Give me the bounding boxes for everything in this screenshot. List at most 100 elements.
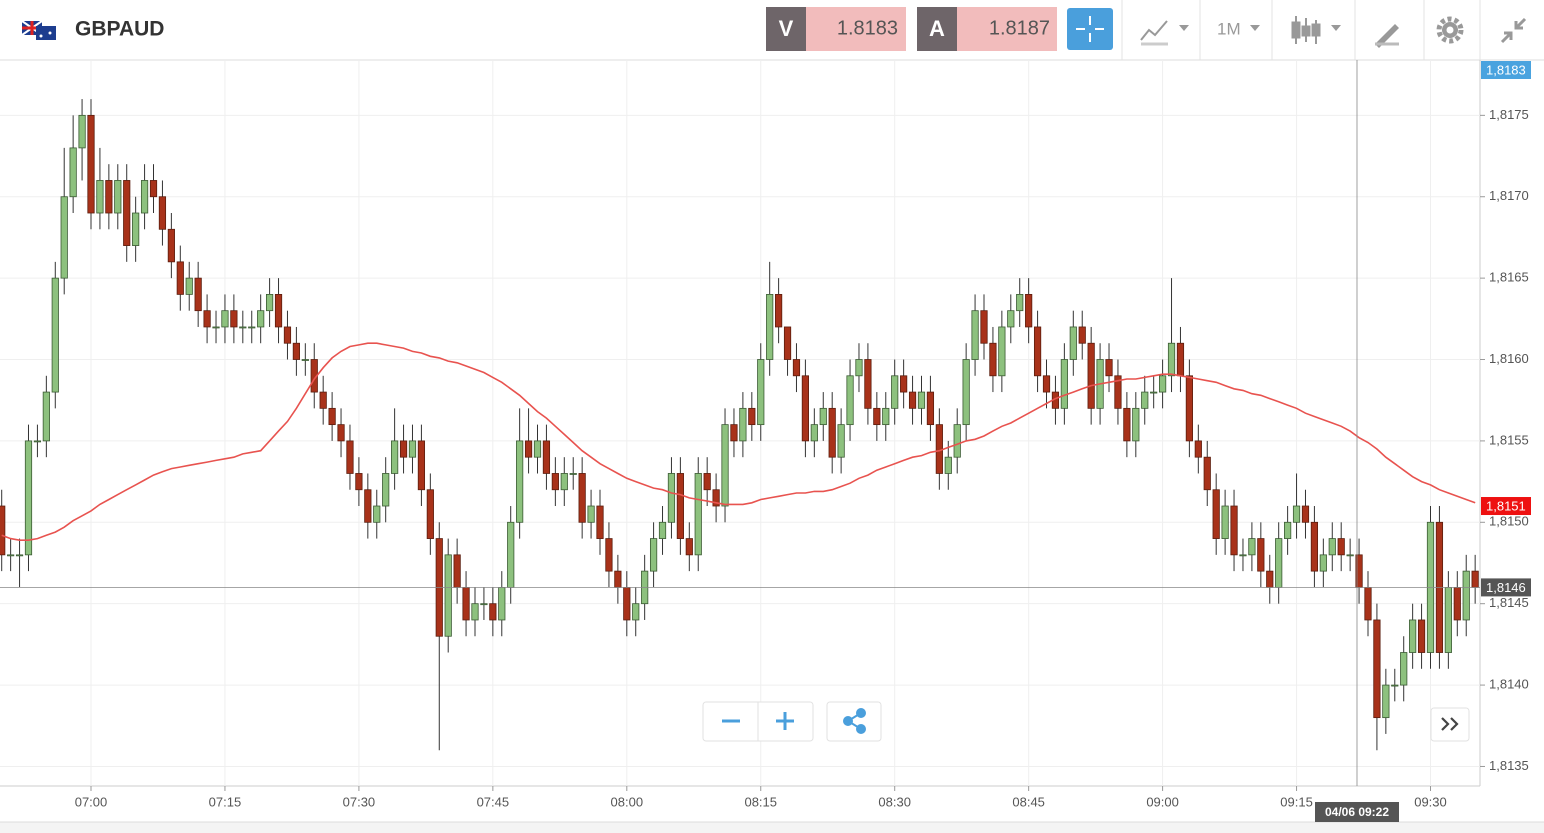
candle-body: [1364, 587, 1372, 621]
candle-body: [426, 489, 434, 539]
x-tick-label: 07:30: [343, 794, 376, 809]
candle-body: [15, 554, 24, 557]
candle-body: [1087, 342, 1095, 409]
candle-body: [96, 180, 104, 214]
candle-body: [667, 473, 676, 523]
candle-body: [78, 114, 86, 149]
candle-body: [105, 180, 113, 214]
candle-body: [203, 310, 211, 328]
scroll-end-button[interactable]: [1430, 707, 1470, 742]
candle-body: [980, 310, 988, 344]
candle-body: [373, 505, 381, 523]
candle-body: [1105, 359, 1113, 377]
candle-body: [569, 473, 577, 475]
buy-label-box[interactable]: [917, 7, 957, 51]
candle-body: [694, 473, 702, 556]
y-tick-label: 1,8145: [1489, 595, 1529, 610]
chart-type-button[interactable]: [1140, 20, 1189, 46]
y-tick-label: 1,8140: [1489, 677, 1529, 692]
candle-body: [1400, 652, 1408, 686]
candle-body: [846, 375, 854, 426]
candle-body: [69, 147, 77, 198]
candle-body: [632, 603, 640, 621]
candle-body: [623, 587, 631, 621]
settings-button[interactable]: [1436, 16, 1464, 44]
price-label-box: [1481, 497, 1531, 516]
candle-body: [1417, 619, 1426, 653]
candle-body: [1212, 489, 1220, 539]
candle-body: [1409, 619, 1417, 653]
candle-body: [1159, 375, 1167, 393]
buy-label: A: [929, 16, 945, 41]
candle-body: [1167, 342, 1176, 377]
candle-body: [783, 326, 792, 360]
candle-body: [471, 603, 479, 621]
candle-body: [167, 228, 175, 263]
candle-body: [891, 375, 899, 409]
candle-body: [507, 521, 515, 588]
candle-body: [7, 554, 15, 557]
candle-body: [721, 424, 729, 507]
candle-body: [712, 489, 720, 507]
candle-body: [444, 554, 452, 637]
header-separators: [1121, 0, 1481, 60]
candle-body: [944, 456, 952, 474]
candle-body: [140, 180, 149, 214]
x-tick-label: 07:00: [75, 794, 108, 809]
candle-body: [596, 505, 604, 539]
sell-label-box[interactable]: [766, 7, 806, 51]
candle-body: [33, 440, 42, 443]
share-box[interactable]: [826, 701, 882, 742]
flag-icon: [21, 20, 56, 40]
candle-body: [766, 294, 774, 360]
candle-body: [685, 538, 693, 556]
y-tick-label: 1,8160: [1489, 351, 1529, 366]
candle-body: [614, 570, 622, 588]
share-icon: [843, 708, 866, 734]
candle-body: [1123, 407, 1131, 442]
candle-body: [1453, 587, 1461, 621]
x-tick-label: 07:45: [477, 794, 510, 809]
candle-body: [364, 489, 372, 523]
candle-body: [1292, 505, 1301, 523]
candle-body: [1069, 326, 1077, 360]
candle-body: [1239, 554, 1247, 557]
price-label-box: [1481, 61, 1531, 79]
candle-body: [391, 440, 399, 474]
zoom-in[interactable]: [776, 712, 794, 730]
buy-price: 1.8187: [989, 17, 1050, 39]
candle-body: [1444, 587, 1452, 653]
candle-body: [87, 114, 95, 214]
timeframe[interactable]: 1M: [1217, 19, 1241, 38]
buy-price-box[interactable]: [957, 7, 1057, 51]
grid: [0, 60, 1480, 786]
candle-body: [757, 359, 765, 426]
sell-price-box[interactable]: [806, 7, 906, 51]
candle-body: [1328, 538, 1336, 556]
candle-body: [301, 359, 309, 361]
footer-strip: [0, 822, 1544, 833]
collapse-button[interactable]: [1500, 17, 1527, 44]
drawing-tools-button[interactable]: [1375, 24, 1399, 48]
sell-price: 1.8183: [837, 17, 898, 39]
candle-body: [489, 603, 497, 621]
candle-body: [819, 407, 827, 426]
x-tick-label: 09:30: [1414, 794, 1447, 809]
candle-body: [1382, 684, 1390, 719]
candle-style-button[interactable]: [1291, 16, 1341, 44]
candle-body: [1025, 294, 1033, 328]
candle-body: [1391, 684, 1399, 687]
candle-body: [792, 359, 801, 377]
moving-average: [1, 342, 1476, 541]
candle-body: [337, 424, 345, 442]
candle-body: [265, 294, 274, 312]
candle-body: [882, 407, 890, 426]
candle-body: [408, 440, 417, 458]
candle-body: [900, 375, 908, 393]
candle-body: [1373, 619, 1381, 719]
crosshair-button[interactable]: [1067, 8, 1113, 50]
candle-body: [239, 326, 247, 329]
candle-body: [1284, 521, 1292, 539]
candle-body: [658, 521, 667, 539]
